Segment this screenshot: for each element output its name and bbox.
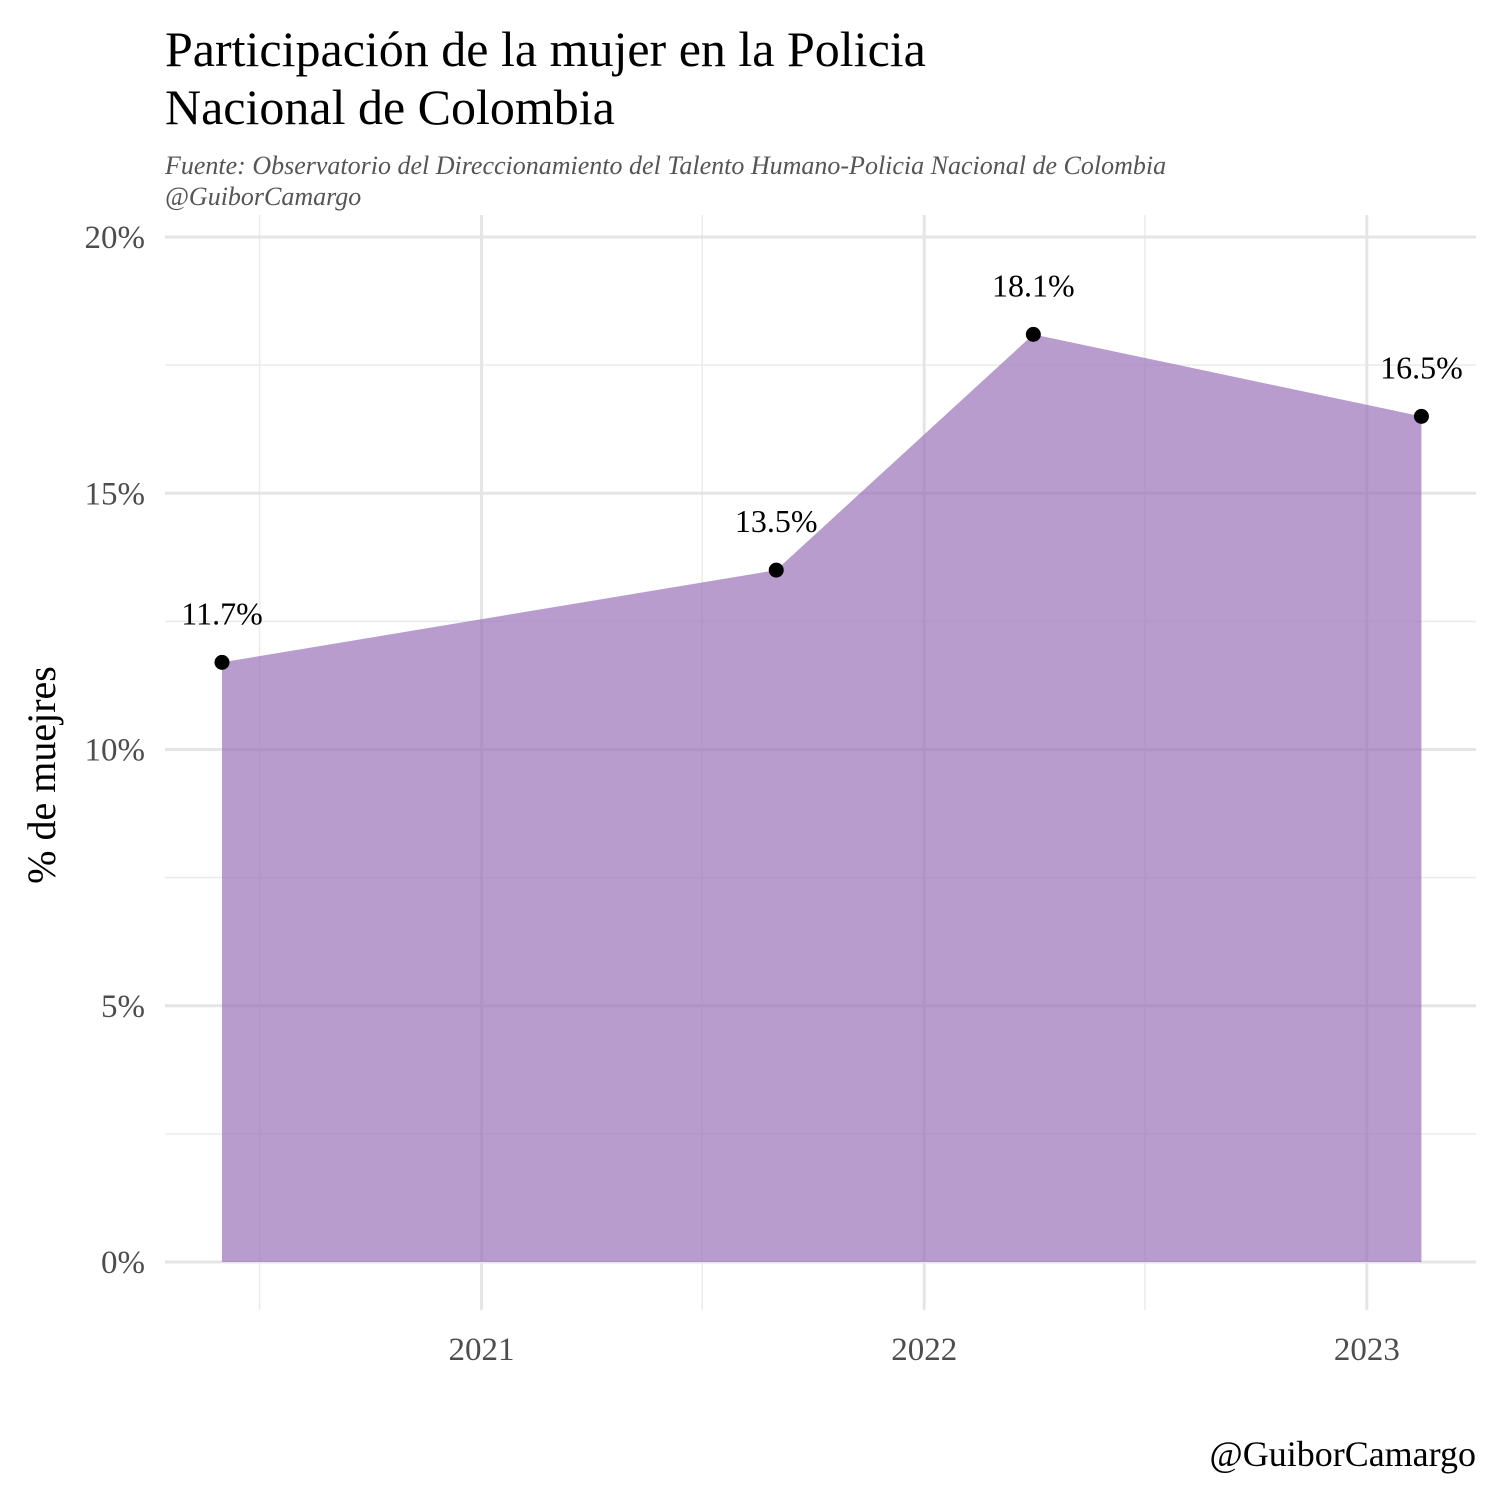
y-axis-label: % de muejres xyxy=(19,666,64,884)
x-tick-label: 2023 xyxy=(1334,1332,1400,1368)
data-point xyxy=(768,562,784,578)
data-label: 13.5% xyxy=(735,503,818,539)
chart-title-line-2: Nacional de Colombia xyxy=(165,79,615,135)
area-layer xyxy=(222,334,1422,1262)
x-axis-ticks: 2021 2022 2023 xyxy=(449,1332,1400,1368)
y-tick-label: 10% xyxy=(85,733,146,769)
y-axis-ticks: 0% 5% 10% 15% 20% xyxy=(85,220,146,1281)
y-tick-label: 0% xyxy=(101,1245,145,1281)
data-points xyxy=(214,326,1429,670)
y-tick-label: 20% xyxy=(85,220,146,256)
data-label: 16.5% xyxy=(1380,349,1463,385)
data-labels: 11.7% 13.5% 18.1% 16.5% xyxy=(181,267,1462,631)
y-tick-label: 5% xyxy=(101,989,145,1025)
area-series xyxy=(222,334,1422,1262)
data-label: 11.7% xyxy=(181,595,262,631)
chart-title-line-1: Participación de la mujer en la Policia xyxy=(165,21,926,77)
x-tick-label: 2021 xyxy=(449,1332,515,1368)
chart-caption: @GuiborCamargo xyxy=(1209,1434,1476,1474)
y-tick-label: 15% xyxy=(85,476,146,512)
chart-subtitle-line-2: @GuiborCamargo xyxy=(165,182,362,211)
data-point xyxy=(1025,326,1041,342)
data-label: 18.1% xyxy=(992,267,1075,303)
data-point xyxy=(214,654,230,670)
data-point xyxy=(1413,408,1429,424)
chart-subtitle-line-1: Fuente: Observatorio del Direccionamient… xyxy=(165,151,1167,180)
x-tick-label: 2022 xyxy=(891,1332,957,1368)
